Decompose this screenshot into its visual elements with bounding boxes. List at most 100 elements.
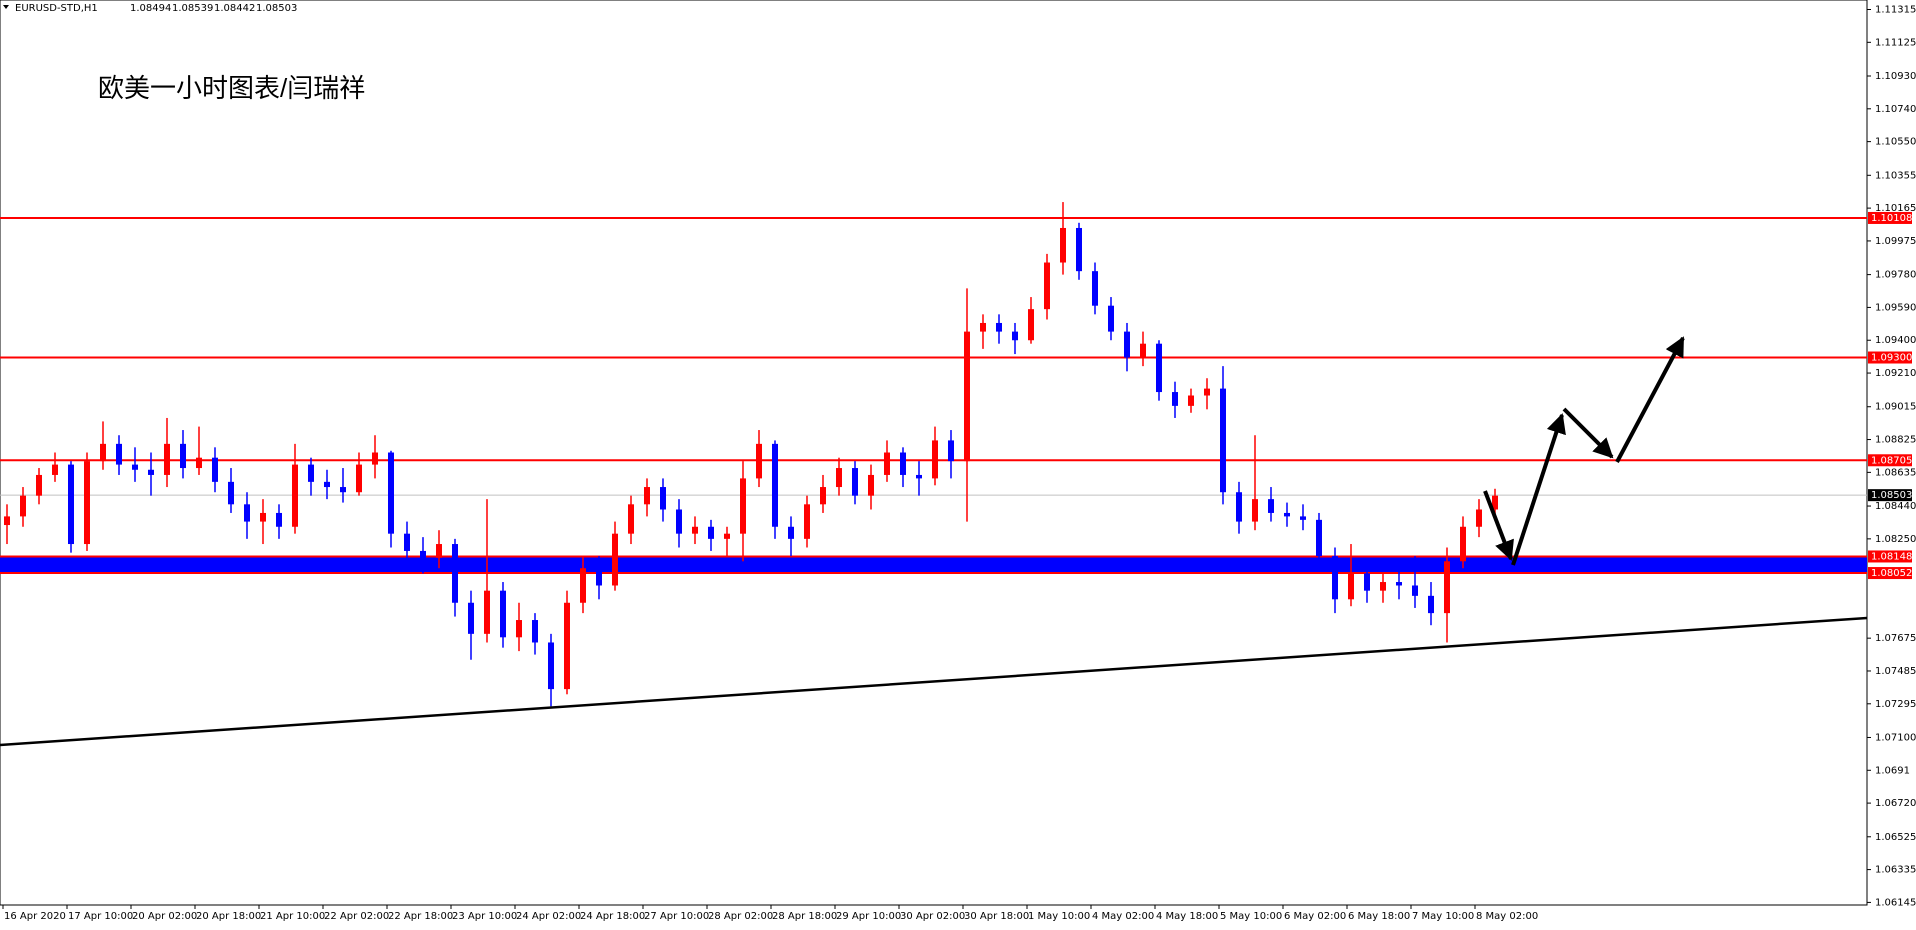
- candle-body: [1332, 556, 1338, 600]
- candle-body: [1044, 262, 1050, 310]
- candle-body: [612, 533, 618, 586]
- trendline: [0, 616, 1868, 747]
- candle-body: [692, 526, 698, 534]
- y-tick-label: 1.06335: [1875, 865, 1916, 876]
- candle-body: [1172, 392, 1178, 406]
- y-tick-label: 1.08635: [1875, 467, 1916, 478]
- candle-body: [212, 457, 218, 482]
- candle-body: [340, 487, 346, 493]
- support-band: [0, 556, 1867, 574]
- y-tick-label: 1.09975: [1875, 236, 1916, 247]
- candle-body: [1460, 526, 1466, 562]
- y-tick-label: 1.07100: [1875, 732, 1916, 743]
- candle-body: [1380, 582, 1386, 591]
- y-tick-label: 1.08440: [1875, 501, 1916, 512]
- x-tick-label: 1 May 10:00: [1028, 911, 1090, 922]
- candle-body: [164, 443, 170, 475]
- x-tick-label: 6 May 02:00: [1284, 911, 1346, 922]
- candle-body: [724, 533, 730, 539]
- candle-body: [1492, 495, 1498, 510]
- level-label: 1.08705: [1871, 455, 1912, 466]
- last-price-label: 1.08503: [1871, 490, 1912, 501]
- candle-body: [644, 487, 650, 505]
- y-tick-label: 1.10165: [1875, 203, 1916, 214]
- level-tag: [1868, 351, 1912, 364]
- projection-arrow: [1483, 490, 1514, 561]
- candle-body: [1236, 492, 1242, 522]
- y-tick-label: 1.10355: [1875, 170, 1916, 181]
- candle-body: [1060, 227, 1066, 263]
- projection-arrow: [1562, 407, 1614, 459]
- candle-body: [1108, 305, 1114, 332]
- x-tick-label: 24 Apr 02:00: [516, 911, 581, 922]
- candle-body: [596, 568, 602, 586]
- candle-body: [1268, 499, 1274, 513]
- y-tick-label: 1.07295: [1875, 699, 1916, 710]
- y-tick-label: 1.10740: [1875, 104, 1916, 115]
- candle-body: [1300, 516, 1306, 520]
- y-tick-label: 1.09780: [1875, 270, 1916, 281]
- level-label: 1.09300: [1871, 353, 1912, 364]
- candle-body: [468, 602, 474, 634]
- candle-body: [4, 516, 10, 526]
- candle-body: [740, 478, 746, 534]
- candle-body: [1364, 573, 1370, 591]
- x-tick-label: 30 Apr 02:00: [900, 911, 965, 922]
- candle-body: [580, 568, 586, 603]
- level-label: 1.10108: [1871, 213, 1912, 224]
- candle-body: [292, 464, 298, 527]
- candle-body: [52, 464, 58, 475]
- candle-body: [420, 550, 426, 558]
- last-price-tag: [1868, 489, 1912, 502]
- header-high: 1.08539: [172, 3, 213, 14]
- candle-body: [948, 440, 954, 462]
- x-tick-label: 27 Apr 10:00: [644, 911, 709, 922]
- candle-body: [964, 331, 970, 462]
- candle-body: [484, 590, 490, 634]
- y-tick-label: 1.09015: [1875, 402, 1916, 413]
- y-tick-label: 1.0691: [1875, 765, 1910, 776]
- candle-body: [516, 620, 522, 638]
- candle-body: [1028, 309, 1034, 341]
- candle-body: [68, 464, 74, 545]
- candle-body: [1444, 561, 1450, 614]
- candle-body: [1156, 343, 1162, 393]
- y-tick-label: 1.11125: [1875, 37, 1916, 48]
- candle-body: [148, 469, 154, 475]
- candle-body: [916, 474, 922, 479]
- projection-arrow: [1615, 336, 1685, 463]
- candle-body: [1076, 227, 1082, 272]
- chart-title: 欧美一小时图表/闫瑞祥: [98, 73, 365, 103]
- candle-body: [1348, 573, 1354, 600]
- y-tick-label: 1.10550: [1875, 137, 1916, 148]
- y-tick-label: 1.06525: [1875, 832, 1916, 843]
- candle-body: [196, 457, 202, 469]
- candle-body: [1252, 499, 1258, 522]
- x-tick-label: 4 May 02:00: [1092, 911, 1154, 922]
- candle-body: [1316, 519, 1322, 557]
- level-label: 1.08148: [1871, 551, 1912, 562]
- candle-body: [100, 443, 106, 462]
- y-tick-label: 1.08250: [1875, 534, 1916, 545]
- candle-body: [932, 440, 938, 479]
- y-tick-label: 1.09590: [1875, 302, 1916, 313]
- level-tag: [1868, 567, 1912, 580]
- candle-body: [564, 602, 570, 690]
- candle-body: [788, 526, 794, 539]
- candle-body: [1188, 395, 1194, 406]
- candle-body: [1396, 582, 1402, 586]
- candle-body: [244, 504, 250, 522]
- x-tick-label: 21 Apr 10:00: [260, 911, 325, 922]
- x-tick-label: 24 Apr 18:00: [580, 911, 645, 922]
- x-tick-label: 22 Apr 18:00: [388, 911, 453, 922]
- x-tick-label: 6 May 18:00: [1348, 911, 1410, 922]
- candle-body: [676, 509, 682, 534]
- candle-body: [1204, 388, 1210, 396]
- candle-body: [452, 544, 458, 603]
- header-open: 1.08494: [130, 3, 171, 14]
- level-tag: [1868, 550, 1912, 563]
- level-tag: [1868, 454, 1912, 467]
- candle-body: [228, 481, 234, 505]
- candle-body: [404, 533, 410, 551]
